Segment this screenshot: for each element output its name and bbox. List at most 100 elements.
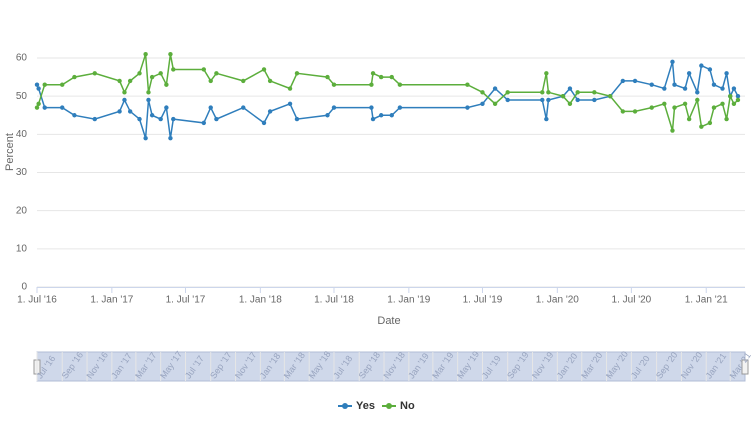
point[interactable] [171, 67, 176, 72]
point[interactable] [682, 86, 688, 91]
point[interactable] [592, 97, 597, 103]
point[interactable] [682, 101, 688, 107]
point[interactable] [546, 90, 551, 95]
point[interactable] [731, 101, 737, 107]
point[interactable] [389, 74, 394, 80]
legend-label[interactable]: Yes [356, 400, 375, 412]
point[interactable] [370, 116, 376, 122]
point[interactable] [92, 71, 97, 76]
point[interactable] [735, 93, 741, 99]
point[interactable] [670, 59, 675, 65]
point[interactable] [695, 97, 700, 103]
point[interactable] [492, 86, 498, 91]
point[interactable] [72, 113, 77, 118]
point[interactable] [208, 78, 213, 84]
point[interactable] [122, 97, 127, 103]
point[interactable] [149, 74, 155, 80]
point[interactable] [164, 105, 169, 110]
point[interactable] [544, 71, 549, 76]
point[interactable] [122, 90, 127, 95]
point[interactable] [575, 90, 580, 95]
point[interactable] [331, 82, 337, 87]
point[interactable] [711, 105, 717, 110]
point[interactable] [370, 71, 376, 76]
navigator[interactable] [36, 351, 746, 382]
point[interactable] [592, 90, 597, 95]
point[interactable] [42, 105, 47, 110]
point[interactable] [127, 78, 133, 84]
point[interactable] [241, 78, 246, 84]
point[interactable] [731, 86, 737, 91]
point[interactable] [632, 109, 638, 114]
point[interactable] [36, 101, 41, 107]
point[interactable] [143, 51, 148, 57]
point[interactable] [149, 113, 155, 118]
point[interactable] [378, 113, 384, 118]
point[interactable] [608, 93, 613, 99]
point[interactable] [214, 116, 219, 122]
point[interactable] [465, 82, 470, 87]
point[interactable] [649, 82, 654, 87]
point[interactable] [567, 86, 573, 91]
point[interactable] [325, 74, 330, 80]
point[interactable] [465, 105, 470, 110]
point[interactable] [42, 82, 47, 87]
point[interactable] [117, 78, 122, 84]
point[interactable] [168, 135, 173, 141]
point[interactable] [294, 116, 300, 122]
point[interactable] [214, 71, 219, 76]
point[interactable] [662, 86, 667, 91]
point[interactable] [540, 90, 545, 95]
point[interactable] [294, 71, 300, 76]
point[interactable] [36, 86, 41, 91]
point[interactable] [505, 90, 510, 95]
point[interactable] [389, 113, 394, 118]
point[interactable] [164, 82, 169, 87]
point[interactable] [117, 109, 122, 114]
point[interactable] [480, 101, 485, 107]
point[interactable] [672, 82, 677, 87]
point[interactable] [287, 101, 293, 107]
point[interactable] [267, 78, 273, 84]
point[interactable] [143, 135, 148, 141]
point[interactable] [505, 97, 510, 103]
point[interactable] [707, 120, 713, 126]
point[interactable] [575, 97, 580, 103]
point[interactable] [241, 105, 246, 110]
point[interactable] [378, 74, 384, 80]
point[interactable] [728, 93, 733, 99]
point[interactable] [720, 86, 725, 91]
point[interactable] [544, 116, 549, 122]
point[interactable] [267, 109, 273, 114]
point[interactable] [686, 71, 692, 76]
point[interactable] [92, 116, 97, 122]
point[interactable] [620, 109, 626, 114]
point[interactable] [369, 105, 374, 110]
point[interactable] [137, 71, 142, 76]
point[interactable] [546, 97, 551, 103]
point[interactable] [146, 90, 151, 95]
point[interactable] [540, 97, 545, 103]
point[interactable] [567, 101, 573, 107]
point[interactable] [397, 82, 403, 87]
point[interactable] [699, 124, 704, 129]
point[interactable] [146, 97, 151, 103]
legend-label[interactable]: No [400, 400, 415, 412]
point[interactable] [261, 120, 267, 126]
point[interactable] [720, 101, 725, 107]
point[interactable] [480, 90, 485, 95]
point[interactable] [397, 105, 403, 110]
point[interactable] [724, 71, 729, 76]
point[interactable] [369, 82, 374, 87]
point[interactable] [735, 97, 741, 103]
point[interactable] [287, 86, 293, 91]
point[interactable] [695, 90, 700, 95]
point[interactable] [201, 67, 206, 72]
point[interactable] [127, 109, 133, 114]
point[interactable] [670, 128, 675, 133]
navigator-handle[interactable] [741, 359, 749, 375]
point[interactable] [686, 116, 692, 122]
point[interactable] [331, 105, 337, 110]
point[interactable] [60, 82, 65, 87]
point[interactable] [158, 71, 163, 76]
